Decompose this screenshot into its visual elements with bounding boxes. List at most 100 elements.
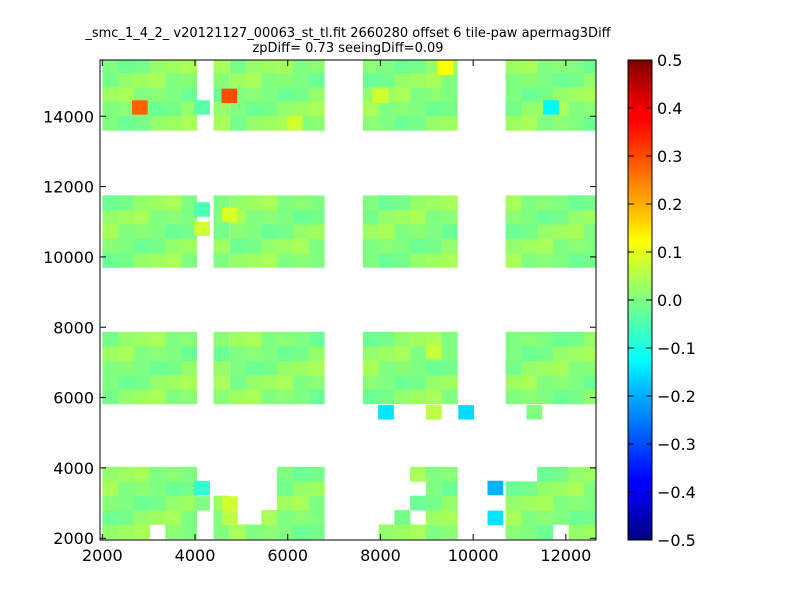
- heatmap-cell: [181, 60, 198, 73]
- heatmap-cell: [181, 375, 198, 390]
- heatmap-cell: [229, 101, 246, 117]
- heatmap-cell: [584, 101, 596, 117]
- heatmap-cell: [181, 115, 198, 131]
- heatmap-cell: [552, 209, 569, 225]
- heatmap-cell: [181, 495, 198, 511]
- chart-title: _smc_1_4_2_ v20121127_00063_st_tl.fit 26…: [84, 26, 611, 56]
- heatmap-cell: [378, 389, 395, 405]
- heatmap-cell: [118, 524, 135, 540]
- heatmap-cell: [213, 60, 230, 73]
- heatmap-cell: [378, 346, 395, 361]
- heatmap-cell: [118, 87, 135, 102]
- heatmap-cell: [552, 346, 569, 361]
- heatmap-cell: [292, 253, 309, 268]
- heatmap-cell: [505, 224, 522, 239]
- heatmap-cell: [308, 60, 325, 73]
- heatmap-cell: [568, 346, 585, 361]
- heatmap-cell: [441, 224, 458, 239]
- heatmap-cell: [229, 238, 246, 254]
- heatmap-cell: [584, 253, 596, 268]
- heatmap-cell: [149, 87, 166, 102]
- heatmap-cell: [410, 209, 427, 225]
- heatmap-cell: [102, 360, 119, 376]
- heatmap-cell: [552, 238, 569, 254]
- heatmap-cell: [133, 360, 150, 376]
- heatmap-cell: [277, 60, 294, 73]
- heatmap-cell: [165, 87, 182, 102]
- heatmap-cell: [552, 495, 569, 511]
- heatmap-cell-outlier: [458, 405, 475, 420]
- heatmap-cell: [277, 524, 294, 540]
- heatmap-cell: [133, 510, 150, 525]
- heatmap-cell: [537, 60, 554, 73]
- heatmap-cell: [521, 60, 538, 73]
- heatmap-cell: [213, 115, 230, 131]
- heatmap-cell: [102, 238, 119, 254]
- heatmap-cell: [118, 209, 135, 225]
- heatmap-cell: [102, 224, 119, 239]
- heatmap-cell: [149, 115, 166, 131]
- heatmap-cell: [568, 224, 585, 239]
- x-tick-label: 6000: [267, 546, 308, 565]
- heatmap-cell: [394, 195, 411, 211]
- heatmap-cell: [362, 331, 379, 347]
- heatmap-cell: [277, 510, 294, 525]
- heatmap-cell: [521, 481, 538, 496]
- chart-subtitle: zpDiff= 0.73 seeingDiff=0.09: [252, 41, 443, 56]
- heatmap-cell: [181, 481, 198, 496]
- heatmap-cell: [149, 375, 166, 390]
- heatmap-cell: [102, 87, 119, 102]
- heatmap-cell: [378, 360, 395, 376]
- heatmap-cell: [292, 101, 309, 117]
- heatmap-cell: [229, 360, 246, 376]
- heatmap-cell: [378, 253, 395, 268]
- heatmap-cell: [441, 195, 458, 211]
- colorbar-tick-label: −0.3: [657, 435, 696, 454]
- heatmap-cell: [441, 524, 458, 540]
- chart-title-line: _smc_1_4_2_ v20121127_00063_st_tl.fit 26…: [84, 26, 611, 41]
- heatmap-cell: [537, 481, 554, 496]
- heatmap-cell: [213, 224, 230, 239]
- heatmap-cell: [552, 375, 569, 390]
- heatmap-cell: [245, 346, 262, 361]
- heatmap-cell: [118, 115, 135, 131]
- heatmap-cell: [505, 72, 522, 88]
- heatmap-cell: [277, 209, 294, 225]
- heatmap-cell: [425, 195, 442, 211]
- heatmap-cell: [584, 238, 596, 254]
- heatmap-cell: [425, 524, 442, 540]
- heatmap-cell: [292, 60, 309, 73]
- heatmap-cell: [378, 238, 395, 254]
- heatmap-cell: [277, 360, 294, 376]
- heatmap-cell: [102, 510, 119, 525]
- heatmap-cell: [133, 224, 150, 239]
- heatmap-cell: [552, 60, 569, 73]
- heatmap-cell: [149, 331, 166, 347]
- heatmap-cell: [362, 360, 379, 376]
- y-tick-label: 12000: [43, 178, 94, 197]
- heatmap-cell: [245, 360, 262, 376]
- heatmap-cell: [292, 72, 309, 88]
- heatmap-cell: [552, 360, 569, 376]
- y-tick-label: 10000: [43, 248, 94, 267]
- heatmap-cell: [118, 238, 135, 254]
- heatmap-cell: [505, 238, 522, 254]
- heatmap-cell: [308, 495, 325, 511]
- heatmap-cell: [308, 72, 325, 88]
- heatmap-cell: [181, 238, 198, 254]
- heatmap-cell: [378, 60, 395, 73]
- heatmap-cell: [410, 224, 427, 239]
- heatmap-cell: [165, 466, 182, 482]
- heatmap-cell: [118, 195, 135, 211]
- heatmap-cell: [584, 481, 596, 496]
- x-tick-label: 2000: [82, 546, 123, 565]
- heatmap-cell: [133, 524, 150, 540]
- heatmap-cell: [521, 101, 538, 117]
- heatmap-cell: [149, 495, 166, 511]
- heatmap-cell: [394, 360, 411, 376]
- heatmap-cell-outlier: [487, 510, 504, 526]
- heatmap-cell: [568, 375, 585, 390]
- heatmap-cell: [181, 72, 198, 88]
- x-tick-label: 12000: [540, 546, 591, 565]
